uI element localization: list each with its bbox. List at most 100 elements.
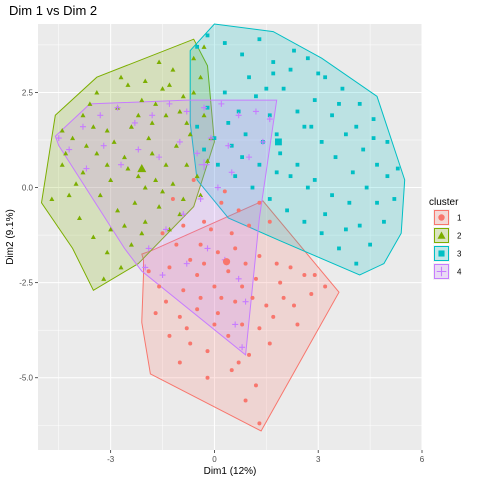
data-point-cluster-2 — [94, 150, 100, 156]
data-point-cluster-1 — [233, 299, 238, 304]
data-point-cluster-3 — [222, 90, 227, 95]
data-point-cluster-4 — [235, 275, 242, 282]
data-point-cluster-4 — [142, 264, 149, 271]
data-point-cluster-2 — [198, 192, 204, 198]
data-point-cluster-1 — [181, 223, 186, 228]
data-point-cluster-4 — [246, 154, 253, 161]
data-point-cluster-2 — [128, 124, 134, 129]
data-point-cluster-4 — [235, 112, 242, 119]
data-point-cluster-1 — [292, 303, 296, 308]
data-point-cluster-1 — [295, 322, 300, 327]
x-axis-label: Dim1 (12%) — [204, 466, 257, 477]
data-point-cluster-3 — [229, 143, 234, 148]
data-point-cluster-1 — [257, 200, 262, 205]
data-point-cluster-2 — [135, 112, 141, 118]
x-tick-label: 0 — [212, 455, 217, 464]
cluster-center-4 — [198, 159, 210, 171]
data-point-cluster-3 — [330, 113, 334, 118]
data-point-cluster-4 — [180, 211, 187, 218]
data-point-cluster-3 — [240, 52, 245, 57]
data-point-cluster-2 — [115, 207, 121, 213]
data-point-cluster-3 — [354, 261, 359, 266]
data-point-cluster-2 — [128, 242, 134, 247]
data-point-cluster-1 — [167, 265, 172, 270]
data-point-cluster-1 — [243, 398, 248, 403]
data-point-cluster-2 — [180, 196, 186, 201]
data-point-cluster-2 — [90, 124, 96, 129]
data-point-cluster-3 — [295, 162, 300, 167]
data-point-cluster-1 — [177, 360, 182, 365]
data-point-cluster-1 — [212, 284, 217, 289]
data-point-cluster-3 — [202, 147, 206, 152]
data-point-cluster-1 — [153, 311, 158, 316]
data-point-cluster-1 — [240, 322, 245, 327]
data-point-cluster-1 — [281, 295, 286, 300]
data-point-cluster-3 — [323, 75, 328, 80]
data-point-cluster-3 — [309, 124, 314, 129]
data-point-cluster-2 — [70, 135, 76, 141]
data-point-cluster-1 — [222, 189, 227, 194]
data-point-cluster-1 — [250, 295, 255, 300]
data-point-cluster-4 — [149, 112, 156, 119]
data-point-cluster-1 — [160, 231, 165, 236]
data-point-cluster-2 — [73, 181, 79, 186]
legend-marker-4 — [436, 266, 447, 277]
legend: cluster 1 2 3 4 — [429, 197, 462, 280]
data-point-cluster-3 — [312, 178, 317, 182]
data-point-cluster-4 — [131, 119, 138, 126]
data-point-cluster-2 — [59, 128, 65, 133]
data-point-cluster-2 — [83, 143, 89, 148]
data-point-cluster-2 — [80, 169, 86, 175]
data-point-cluster-3 — [226, 120, 231, 125]
data-point-cluster-3 — [222, 41, 227, 45]
data-point-cluster-1 — [184, 326, 189, 331]
data-point-cluster-4 — [183, 108, 190, 115]
data-point-cluster-2 — [170, 181, 176, 186]
data-point-cluster-2 — [132, 200, 138, 205]
data-point-cluster-1 — [267, 219, 272, 224]
data-point-cluster-3 — [257, 37, 262, 42]
data-point-cluster-2 — [142, 78, 148, 84]
data-point-cluster-4 — [166, 100, 173, 107]
data-point-cluster-1 — [164, 299, 168, 304]
data-point-cluster-2 — [166, 82, 172, 87]
data-point-cluster-3 — [195, 124, 200, 129]
data-point-cluster-3 — [357, 101, 362, 106]
data-point-cluster-1 — [198, 242, 203, 247]
y-tick-label: -5.0 — [19, 374, 33, 383]
legend-label-3: 3 — [457, 250, 462, 259]
data-point-cluster-1 — [264, 303, 269, 308]
data-point-cluster-4 — [207, 135, 214, 142]
data-point-cluster-2 — [121, 223, 127, 228]
data-point-cluster-2 — [87, 101, 93, 106]
data-point-cluster-3 — [212, 136, 217, 141]
data-point-cluster-4 — [145, 245, 152, 252]
data-point-cluster-4 — [228, 169, 235, 176]
data-point-cluster-3 — [292, 48, 296, 53]
data-point-cluster-1 — [247, 223, 252, 228]
data-point-cluster-4 — [156, 154, 163, 161]
data-point-cluster-4 — [194, 150, 201, 157]
cluster-hull-2 — [40, 38, 215, 292]
cluster-hull-3 — [189, 23, 406, 276]
data-point-cluster-2 — [142, 219, 148, 224]
data-point-cluster-3 — [330, 193, 334, 198]
data-point-cluster-3 — [368, 242, 373, 247]
cluster-center-1 — [222, 258, 231, 266]
plot-panel — [38, 24, 422, 450]
data-point-cluster-1 — [229, 368, 234, 373]
data-point-cluster-3 — [288, 174, 293, 179]
data-point-cluster-1 — [181, 288, 186, 293]
data-point-cluster-2 — [135, 173, 141, 179]
data-point-cluster-2 — [184, 120, 190, 125]
data-point-cluster-1 — [215, 311, 220, 316]
grid — [38, 24, 423, 450]
data-point-cluster-4 — [252, 108, 259, 115]
data-point-cluster-4 — [66, 146, 73, 153]
data-point-cluster-1 — [271, 314, 276, 319]
x-tick-label: 6 — [420, 455, 425, 464]
data-point-cluster-2 — [160, 188, 166, 194]
data-point-cluster-3 — [215, 162, 220, 167]
data-point-cluster-2 — [90, 234, 96, 239]
chart-title: Dim 1 vs Dim 2 — [9, 3, 97, 18]
